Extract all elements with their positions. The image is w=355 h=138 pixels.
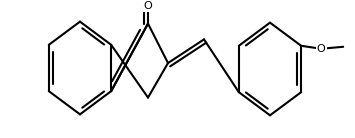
Text: O: O xyxy=(144,1,152,11)
Text: O: O xyxy=(317,44,326,54)
